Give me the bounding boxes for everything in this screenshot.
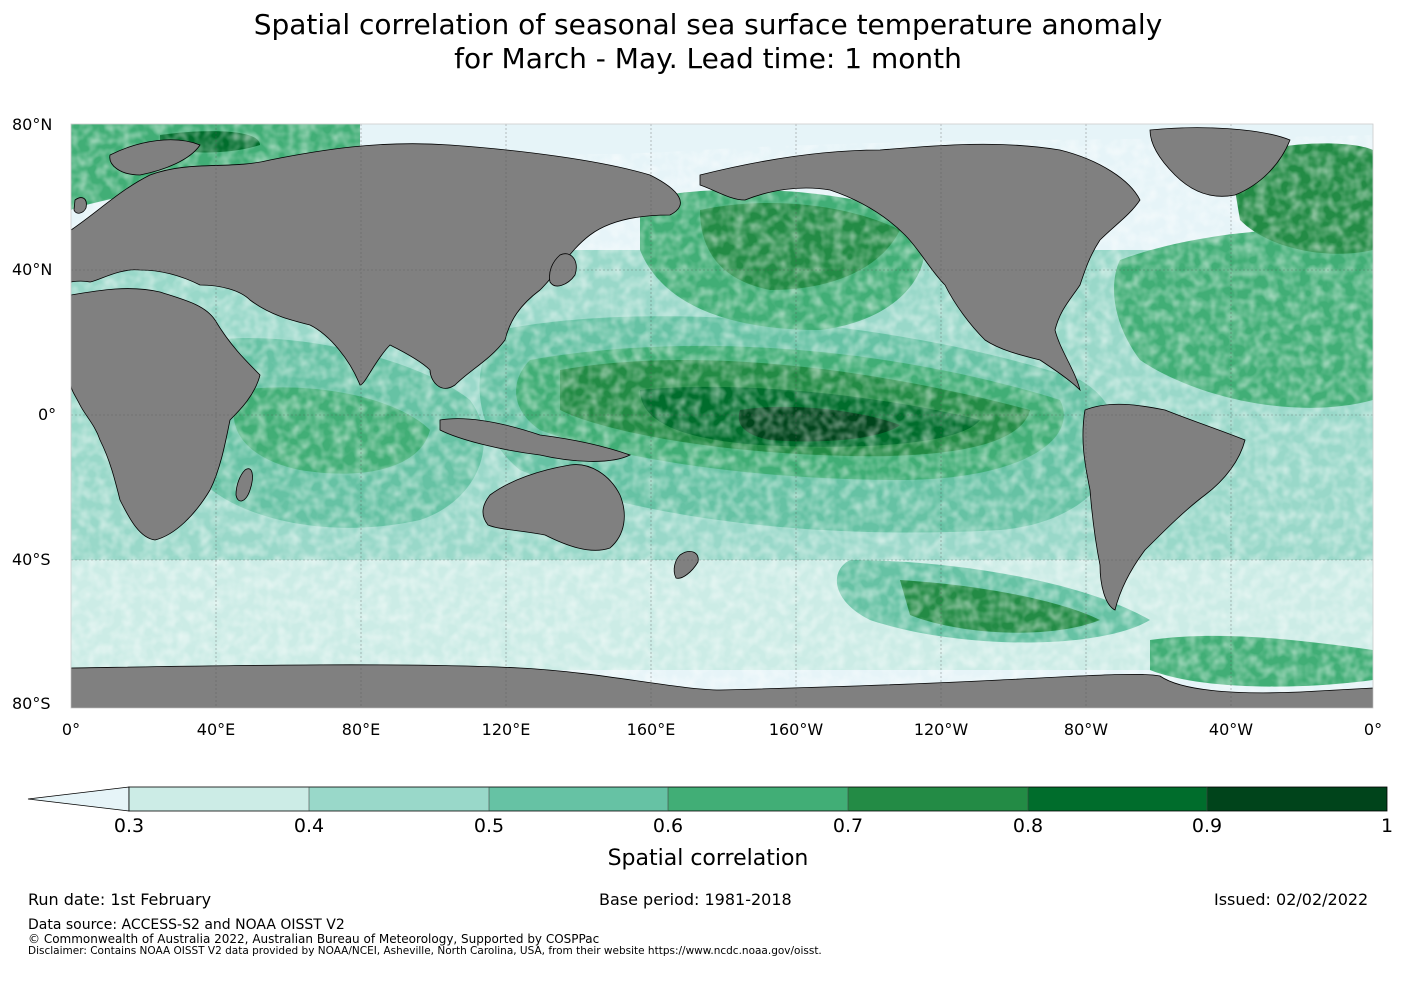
land-north-america bbox=[699, 143, 1141, 392]
colorbar-bin-7 bbox=[1207, 787, 1387, 811]
colorbar bbox=[27, 786, 1388, 812]
map-frame bbox=[70, 123, 1374, 709]
land-antarctica bbox=[71, 664, 1373, 708]
data-source: Data source: ACCESS-S2 and NOAA OISST V2 bbox=[28, 917, 345, 933]
colorbar-bin-3 bbox=[489, 787, 668, 811]
issued-date: Issued: 02/02/2022 bbox=[1214, 890, 1369, 909]
land-eurasia bbox=[71, 143, 681, 389]
land-africa bbox=[71, 288, 261, 541]
lat-label-40s: 40°S bbox=[12, 550, 51, 569]
title-line-2: for March - May. Lead time: 1 month bbox=[454, 42, 962, 75]
arctic-low-corr bbox=[360, 124, 1373, 155]
land-australia bbox=[482, 464, 625, 551]
land-madagascar bbox=[235, 468, 253, 502]
lon-label-160w: 160°W bbox=[768, 720, 824, 739]
colorbar-bin-1 bbox=[129, 787, 309, 811]
run-date: Run date: 1st February bbox=[28, 890, 212, 909]
lon-label-80w: 80°W bbox=[1063, 720, 1109, 739]
lat-label-40n: 40°N bbox=[12, 260, 53, 279]
lat-label-80n: 80°N bbox=[12, 115, 53, 134]
land-new-zealand bbox=[673, 551, 699, 579]
colorbar-bin-2 bbox=[309, 787, 489, 811]
land-south-america bbox=[1082, 403, 1246, 611]
colorbar-frame bbox=[128, 786, 1388, 812]
title-line-1: Spatial correlation of seasonal sea surf… bbox=[253, 8, 1163, 41]
lat-label-80s: 80°S bbox=[12, 694, 51, 713]
land-greenland bbox=[1149, 127, 1291, 197]
land-indonesia bbox=[439, 418, 632, 462]
land-uk bbox=[73, 197, 87, 214]
colorbar-tick-0.5: 0.5 bbox=[473, 815, 505, 837]
lon-label-0-left: 0° bbox=[61, 720, 81, 739]
colorbar-tick-0.7: 0.7 bbox=[832, 815, 864, 837]
colorbar-tick-0.6: 0.6 bbox=[652, 815, 684, 837]
base-period: Base period: 1981-2018 bbox=[599, 890, 792, 909]
colorbar-tick-0.8: 0.8 bbox=[1012, 815, 1044, 837]
graticule bbox=[71, 124, 1373, 708]
lon-label-120e: 120°E bbox=[481, 720, 531, 739]
colorbar-tick-0.9: 0.9 bbox=[1191, 815, 1223, 837]
lon-label-0-right: 0° bbox=[1363, 720, 1383, 739]
colorbar-extend-arrow bbox=[27, 786, 130, 812]
lon-label-80e: 80°E bbox=[341, 720, 381, 739]
lon-label-40e: 40°E bbox=[196, 720, 236, 739]
colorbar-title: Spatial correlation bbox=[607, 846, 809, 871]
lon-label-120w: 120°W bbox=[913, 720, 969, 739]
land-europe-north bbox=[109, 139, 201, 176]
colorbar-tick-0.4: 0.4 bbox=[293, 815, 325, 837]
colorbar-tick-1: 1 bbox=[1380, 815, 1394, 837]
lat-label-equator: 0° bbox=[38, 405, 57, 424]
colorbar-bin-4 bbox=[668, 787, 848, 811]
copyright: © Commonwealth of Australia 2022, Austra… bbox=[28, 932, 600, 946]
land-japan bbox=[549, 253, 577, 287]
chart-title: Spatial correlation of seasonal sea surf… bbox=[0, 8, 1416, 76]
lon-label-160e: 160°E bbox=[626, 720, 676, 739]
colorbar-tick-0.3: 0.3 bbox=[113, 815, 145, 837]
land bbox=[71, 127, 1373, 708]
map-area bbox=[71, 124, 1373, 708]
colorbar-bin-5 bbox=[848, 787, 1028, 811]
disclaimer: Disclaimer: Contains NOAA OISST V2 data … bbox=[28, 945, 822, 957]
colorbar-bin-6 bbox=[1028, 787, 1207, 811]
lon-label-40w: 40°W bbox=[1208, 720, 1254, 739]
